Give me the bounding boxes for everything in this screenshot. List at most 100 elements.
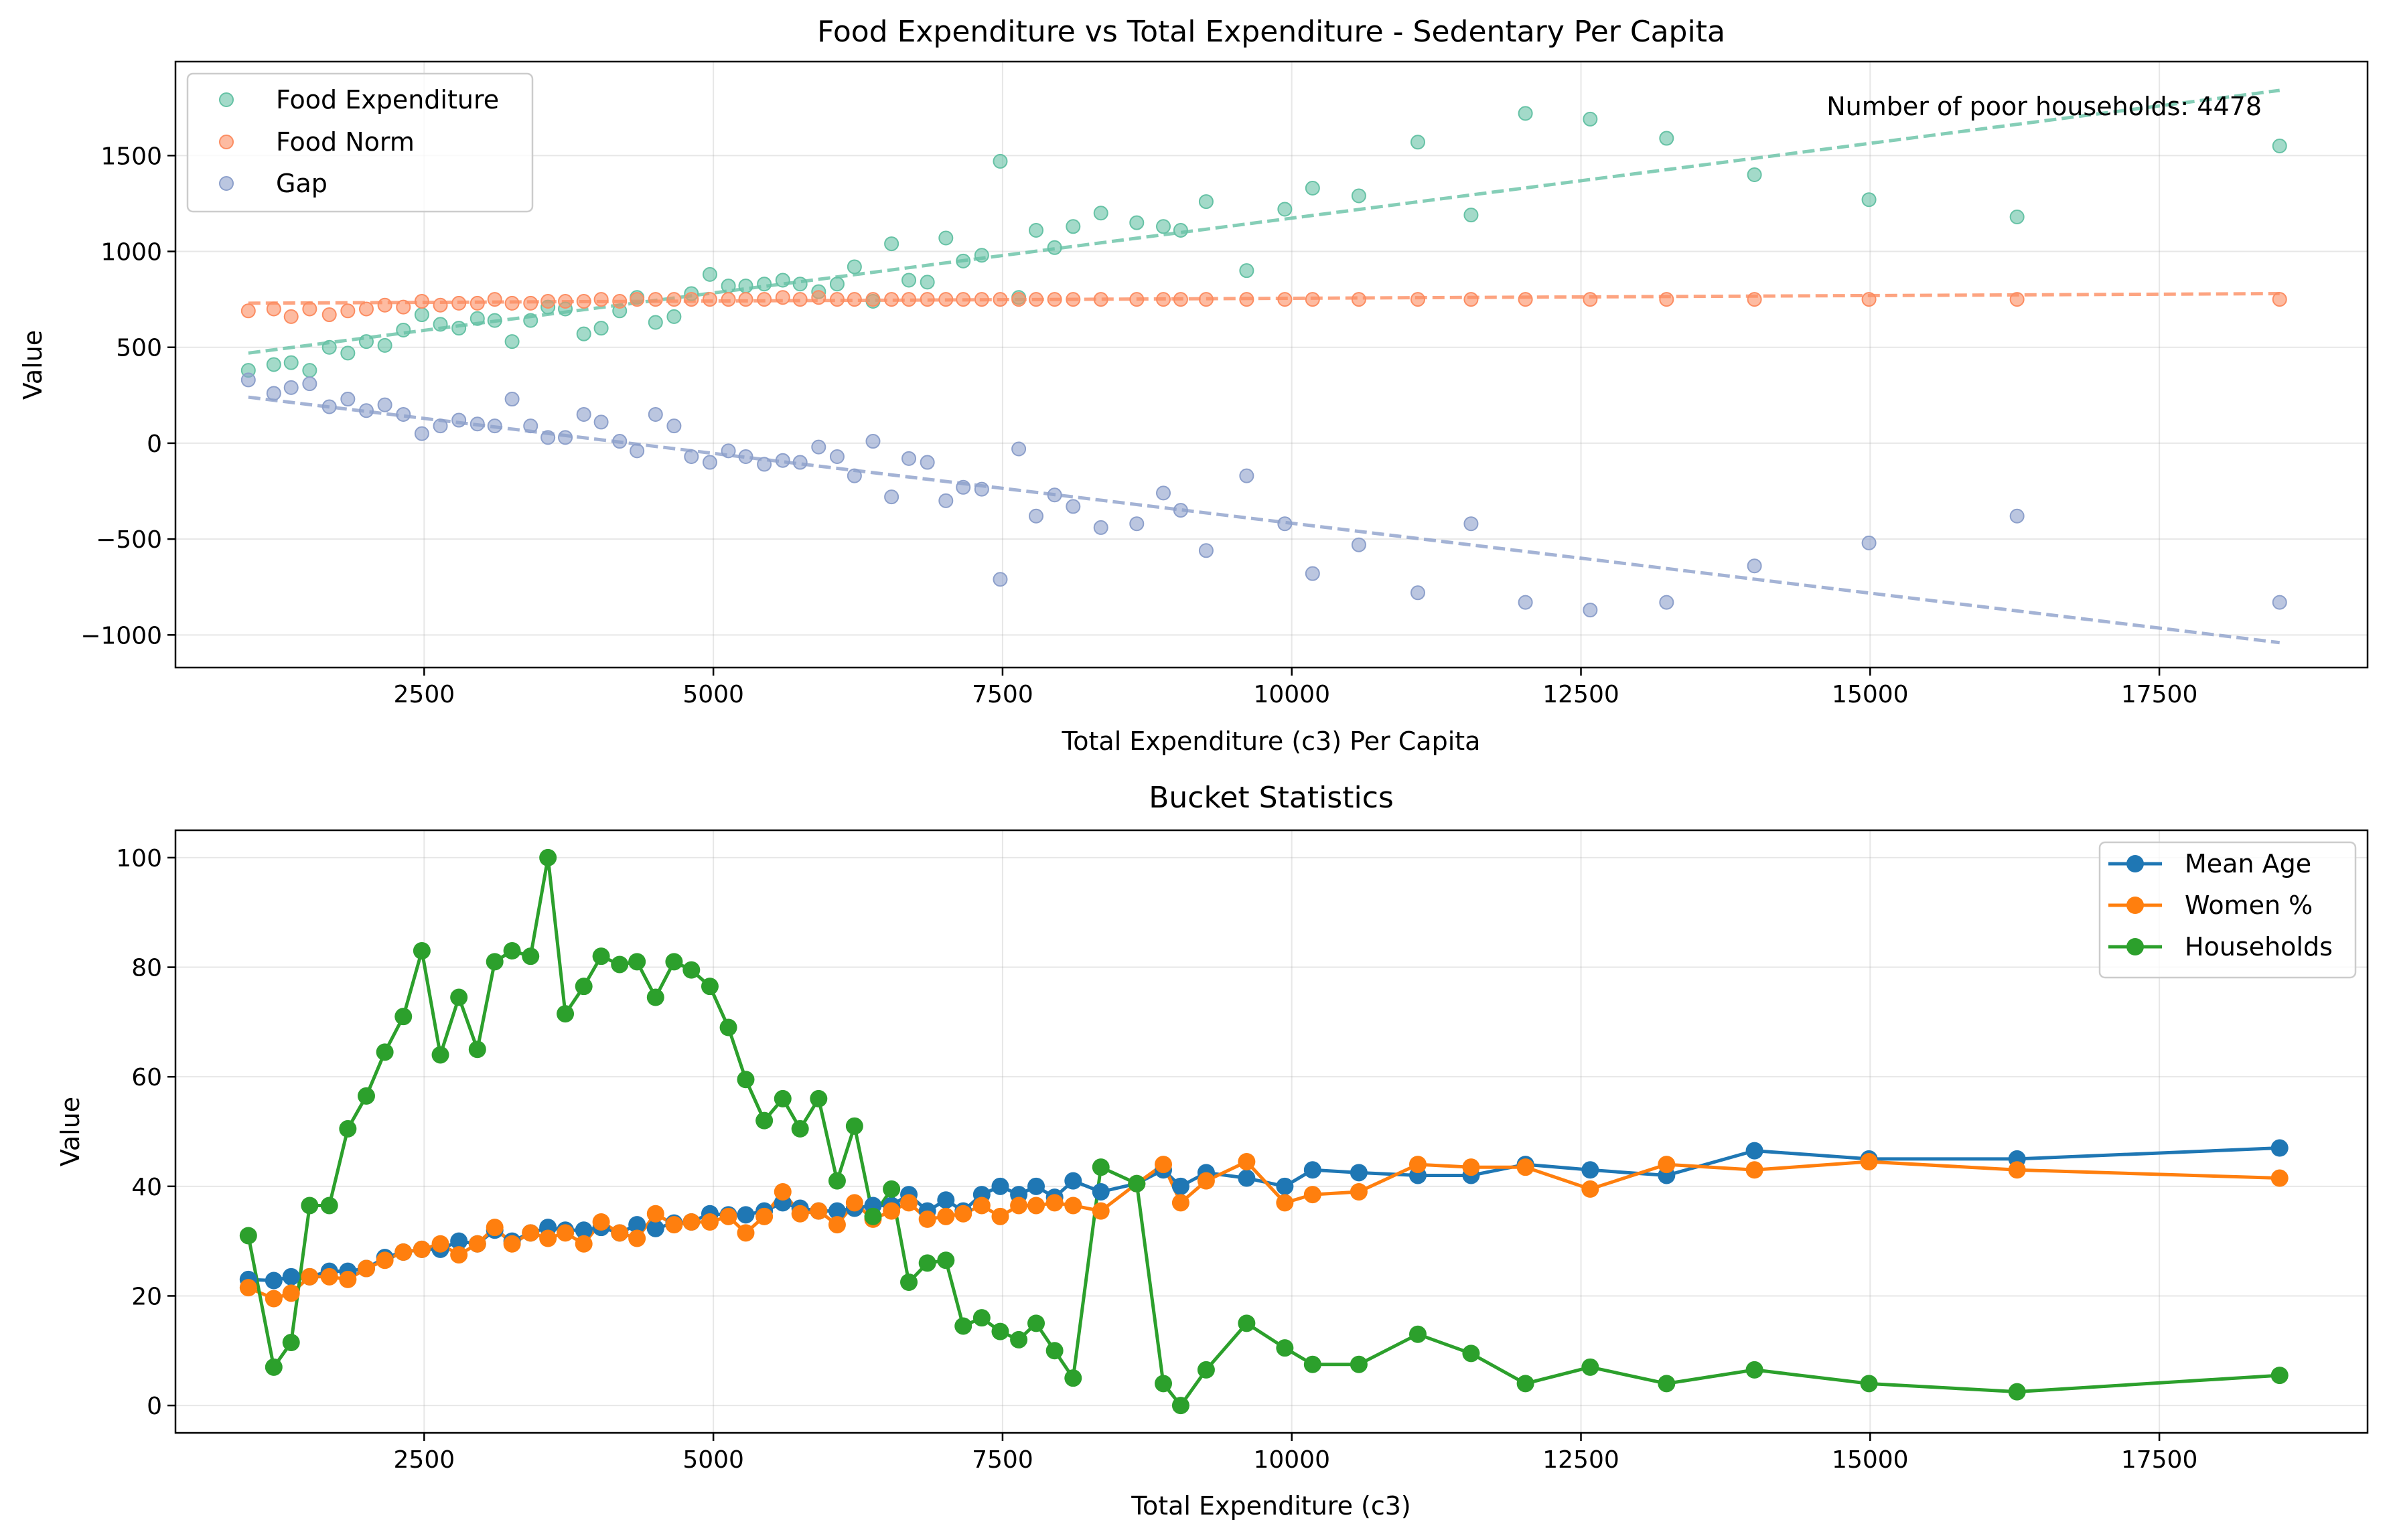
food-norm-point	[240, 303, 256, 319]
women-percent-point	[450, 1246, 468, 1264]
food-expenditure-point	[956, 253, 971, 268]
food-expenditure-point	[1239, 263, 1254, 279]
households-point	[774, 1089, 792, 1107]
gap-point	[974, 481, 989, 497]
gap-point	[487, 418, 502, 434]
top-y-axis-label: Value	[18, 330, 48, 400]
top-y-tick-label: 1000	[100, 239, 162, 266]
top-trend-lines	[248, 88, 2280, 645]
top-x-tick-label: 15000	[1832, 681, 1909, 708]
gap-point	[558, 430, 573, 445]
food-norm-point	[1305, 292, 1320, 307]
households-point	[1350, 1355, 1368, 1373]
food-expenditure-point	[1747, 167, 1762, 182]
women-percent-point	[701, 1213, 719, 1231]
mean-age-point	[265, 1272, 283, 1290]
gap-point	[414, 426, 429, 441]
women-percent-point	[1171, 1194, 1189, 1212]
bottom-y-tick-label: 80	[131, 955, 162, 982]
top-x-ticks: 2500 5000 7500 10000 12500 15000 17500	[394, 668, 2197, 708]
households-point	[918, 1254, 936, 1272]
women-percent-point	[1092, 1202, 1110, 1220]
food-norm-point	[775, 290, 790, 305]
women-percent-point	[1064, 1197, 1082, 1215]
women-percent-point	[2270, 1169, 2289, 1187]
bottom-x-ticks: 2500 5000 7500 10000 12500 15000 17500	[394, 1433, 2197, 1474]
households-point	[265, 1358, 283, 1376]
households-point	[301, 1197, 319, 1215]
gap-point	[1198, 543, 1214, 558]
food-norm-point	[321, 307, 337, 323]
gap-point	[993, 572, 1008, 587]
households-point	[682, 961, 701, 979]
gap-point	[2009, 508, 2025, 524]
mean-age-point	[282, 1267, 300, 1286]
households-point	[972, 1309, 991, 1327]
gap-point	[1583, 603, 1598, 618]
food-expenditure-point	[1198, 194, 1214, 210]
women-percent-point	[1462, 1158, 1480, 1176]
gap-point	[1066, 499, 1081, 514]
households-point	[1027, 1314, 1045, 1332]
women-percent-point	[1745, 1161, 1763, 1179]
women-percent-point	[1658, 1156, 1676, 1174]
gap-point	[792, 455, 808, 470]
households-point	[1860, 1375, 1878, 1393]
bottom-y-tick-label: 60	[131, 1064, 162, 1091]
households-point	[611, 955, 629, 974]
women-percent-point	[845, 1194, 863, 1212]
food-norm-point	[1198, 292, 1214, 307]
top-subplot: Food Expenditure vs Total Expenditure - …	[18, 15, 2369, 756]
gap-point	[884, 489, 899, 505]
food-expenditure-point	[829, 277, 845, 292]
mean-age-point	[1238, 1169, 1256, 1187]
gap-point	[920, 455, 935, 470]
gap-point	[358, 403, 374, 418]
gap-point	[540, 430, 556, 445]
households-point	[339, 1120, 357, 1138]
food-norm-point	[1011, 292, 1027, 307]
mean-age-point	[1303, 1161, 1321, 1179]
legend-marker-households	[2126, 938, 2144, 955]
food-norm-point	[2272, 292, 2287, 307]
gap-point	[775, 453, 790, 468]
women-percent-point	[611, 1224, 629, 1242]
women-percent-point	[503, 1235, 521, 1253]
gap-point	[2272, 595, 2287, 610]
mean-age-point	[1027, 1177, 1045, 1195]
bottom-grid	[175, 830, 2368, 1433]
households-point	[503, 942, 521, 959]
legend-marker-food-expenditure	[219, 92, 234, 107]
bottom-x-tick-label: 2500	[394, 1446, 455, 1474]
food-expenditure-point	[757, 277, 772, 292]
women-percent-point	[265, 1290, 283, 1308]
households-point	[883, 1180, 901, 1198]
women-percent-point	[755, 1207, 774, 1225]
mean-age-point	[1745, 1142, 1763, 1160]
food-norm-point	[884, 292, 899, 307]
food-norm-point	[920, 292, 935, 307]
food-norm-point	[1173, 292, 1188, 307]
legend-label-mean-age: Mean Age	[2185, 849, 2311, 878]
women-percent-point	[357, 1259, 375, 1278]
food-norm-point	[1861, 292, 1877, 307]
households-point	[1155, 1375, 1173, 1393]
gap-point	[1463, 516, 1479, 532]
food-expenditure-point	[433, 317, 448, 332]
women-percent-point	[1238, 1153, 1256, 1170]
gap-point	[1861, 535, 1877, 550]
gap-point	[1518, 595, 1533, 610]
gap-point	[1047, 487, 1062, 503]
gap-point	[1239, 468, 1254, 483]
top-x-axis-label: Total Expenditure (c3) Per Capita	[1062, 726, 1481, 756]
food-norm-point	[865, 292, 881, 307]
mean-age-point	[1092, 1183, 1110, 1201]
gap-point	[1093, 520, 1108, 535]
top-y-tick-label: −500	[96, 526, 162, 554]
women-percent-point	[883, 1202, 901, 1220]
gap-point	[1029, 508, 1044, 524]
mean-age-point	[828, 1202, 846, 1220]
households-point	[239, 1227, 257, 1245]
women-percent-point	[301, 1267, 319, 1286]
legend-label-households: Households	[2185, 932, 2333, 961]
